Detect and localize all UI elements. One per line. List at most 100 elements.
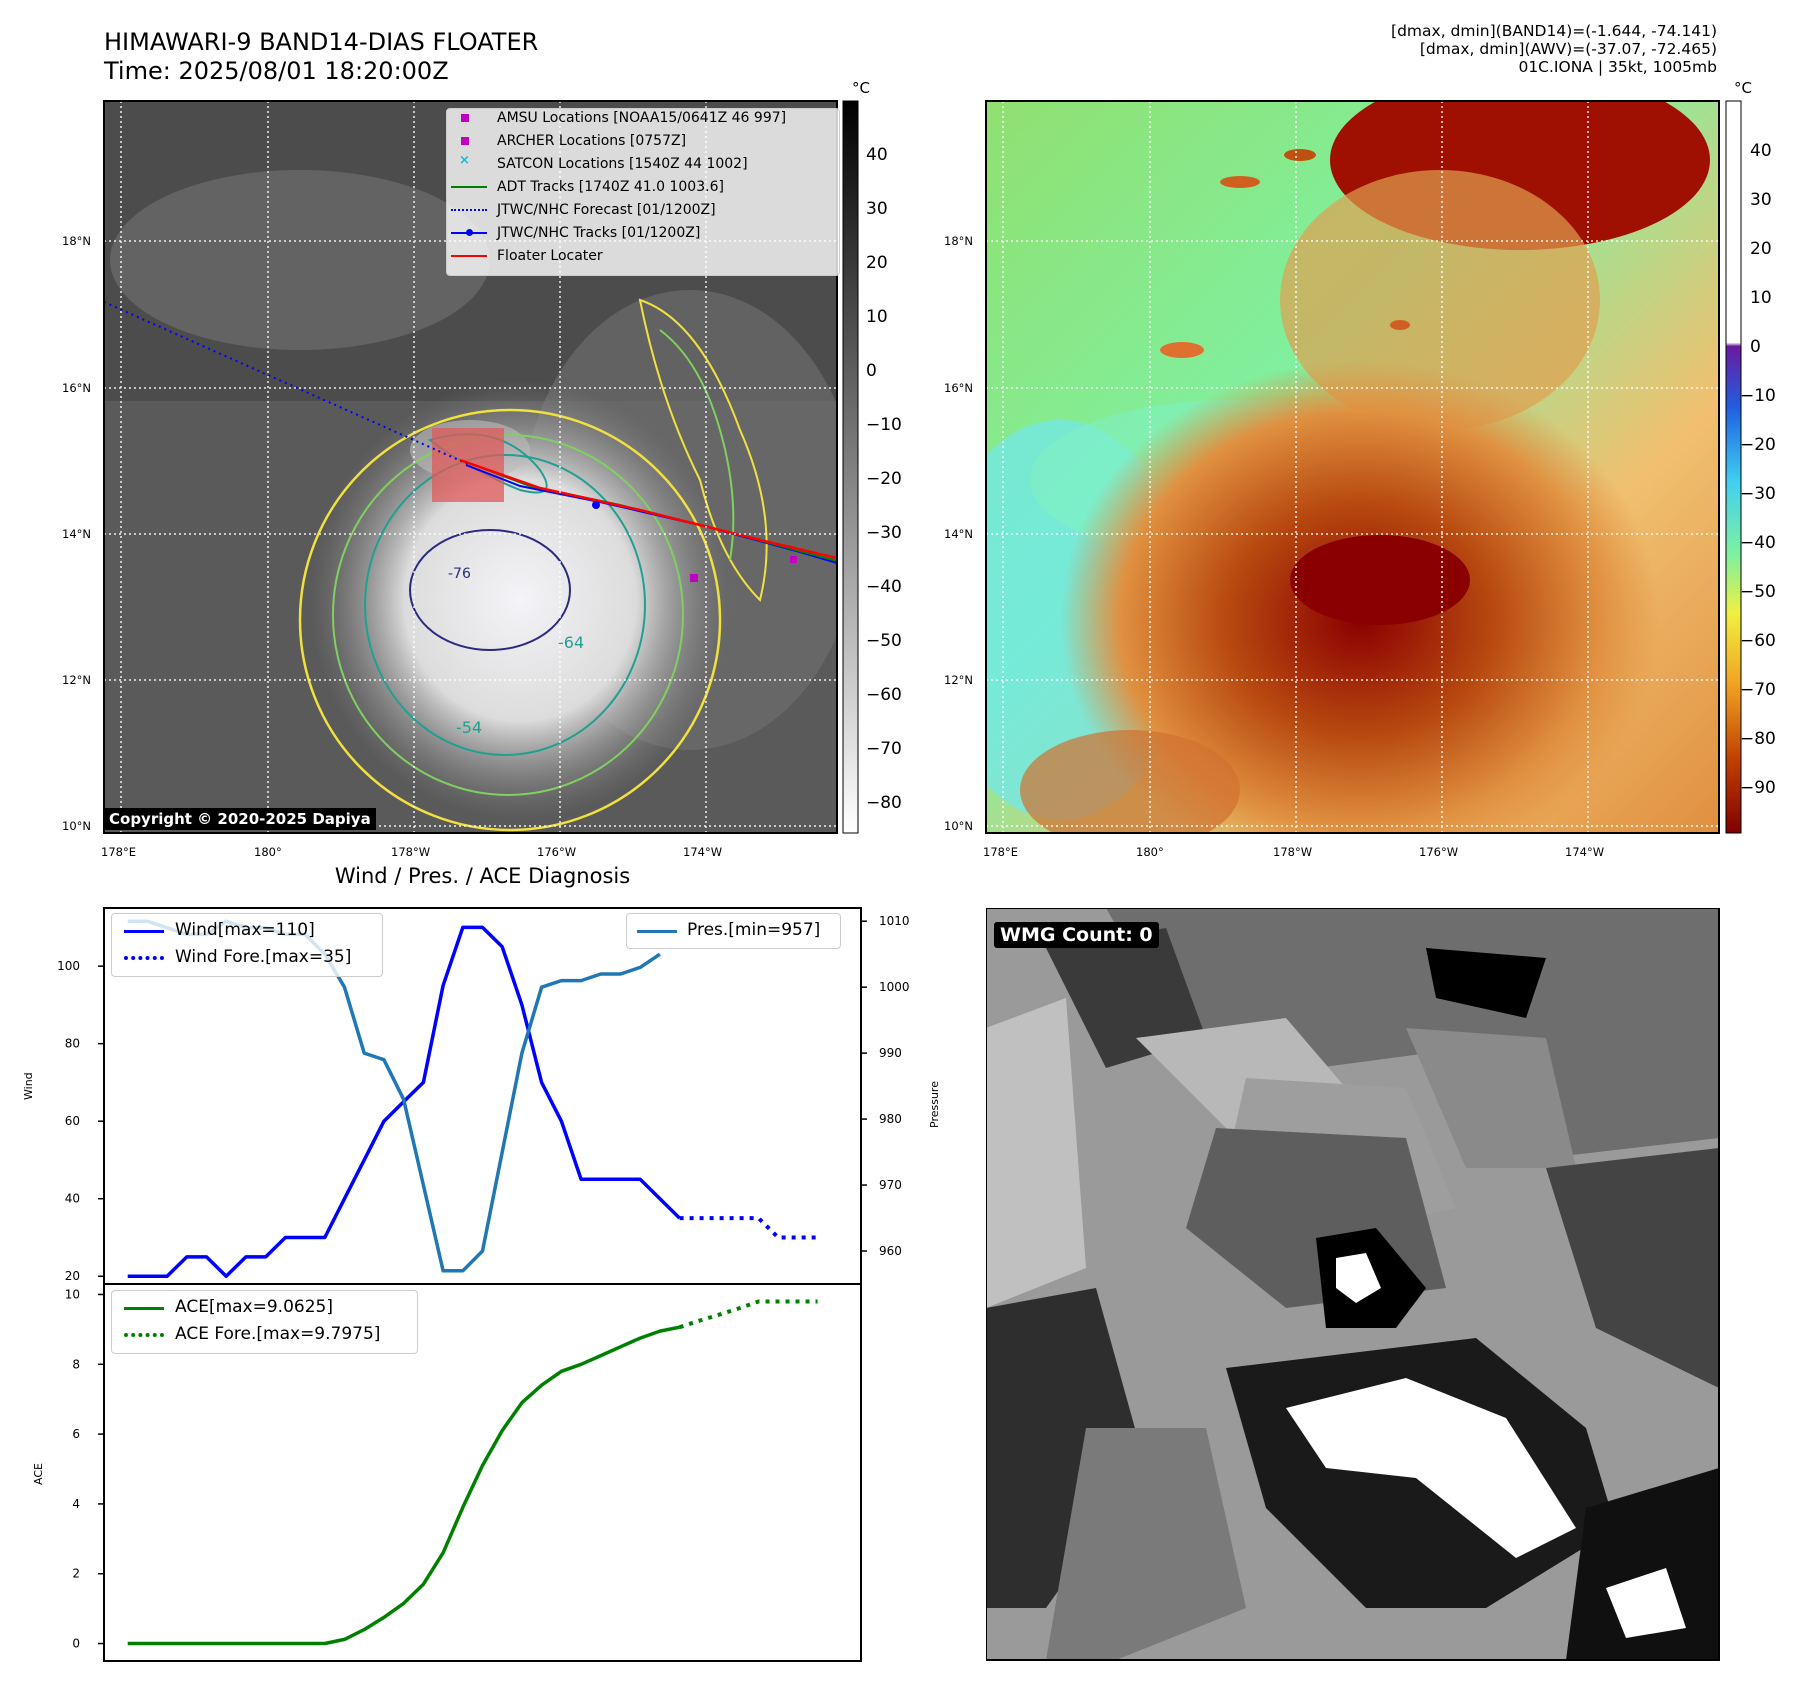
wind-tick-label: 60	[65, 1114, 80, 1128]
ace-fore-line-icon	[124, 1333, 164, 1337]
band14-cb-tick: 0	[866, 361, 877, 381]
band14-colorbar-unit: °C	[852, 79, 870, 97]
ace-forecast-line	[678, 1299, 818, 1330]
band14-cb-tick: −30	[866, 523, 902, 543]
contour-label-76: -76	[448, 566, 471, 582]
ace-legend: ACE[max=9.0625] ACE Fore.[max=9.7975]	[111, 1290, 418, 1354]
awv-cb-tick: −60	[1740, 631, 1776, 651]
legend-archer: ARCHER Locations [0757Z]	[497, 133, 687, 149]
lat-label-12n: 12°N	[62, 673, 91, 687]
lat-label-18n: 18°N	[62, 234, 91, 248]
legend-amsu: AMSU Locations [NOAA15/0641Z 46 997]	[497, 110, 787, 126]
lon-label-174w: 174°W	[683, 845, 723, 859]
diagnosis-title: Wind / Pres. / ACE Diagnosis	[334, 864, 631, 888]
band14-cb-tick: −20	[866, 469, 902, 489]
band14-cb-tick: −80	[866, 793, 902, 813]
adt-line-icon	[451, 186, 487, 188]
pressure-axis-label: Pressure	[928, 1081, 941, 1128]
awv-cb-tick: −90	[1740, 778, 1776, 798]
band14-cb-tick: 10	[866, 307, 888, 327]
wind-tick-label: 20	[65, 1269, 80, 1283]
awv-map-panel	[985, 100, 1742, 834]
awv-cb-tick: 10	[1750, 288, 1772, 308]
awv-imagery	[986, 101, 1719, 833]
awv-cb-tick: 0	[1750, 337, 1761, 357]
figure-title: HIMAWARI-9 BAND14-DIAS FLOATER	[104, 28, 539, 56]
copyright-badge: Copyright © 2020-2025 Dapiya	[104, 808, 376, 830]
ace-tick-label: 8	[72, 1357, 80, 1371]
ace-tick-label: 2	[72, 1567, 80, 1581]
band14-cb-tick: 30	[866, 199, 888, 219]
band14-cb-tick: 20	[866, 253, 888, 273]
lat-label-12n: 12°N	[944, 673, 973, 687]
legend-satcon: SATCON Locations [1540Z 44 1002]	[497, 156, 748, 172]
lon-label-174w: 174°W	[1565, 845, 1605, 859]
awv-colorbar-unit: °C	[1734, 79, 1752, 97]
lat-label-18n: 18°N	[944, 234, 973, 248]
wind-line-icon	[124, 930, 164, 933]
legend-pres: Pres.[min=957]	[687, 920, 821, 940]
pres-legend: Pres.[min=957]	[626, 913, 841, 949]
wind-tick-label: 80	[65, 1037, 80, 1051]
legend-forecast: JTWC/NHC Forecast [01/1200Z]	[497, 202, 716, 218]
lon-label-178e: 178°E	[101, 845, 136, 859]
ace-tick-label: 6	[72, 1427, 80, 1441]
wind-legend: Wind[max=110] Wind Fore.[max=35]	[111, 913, 383, 977]
awv-cb-tick: −70	[1740, 680, 1776, 700]
pres-line-icon	[637, 930, 677, 933]
locater-line-icon	[451, 255, 487, 257]
awv-cb-tick: 30	[1750, 190, 1772, 210]
map-legend: AMSU Locations [NOAA15/0641Z 46 997] ARC…	[446, 108, 840, 276]
legend-tracks: JTWC/NHC Tracks [01/1200Z]	[497, 225, 701, 241]
lon-label-178e: 178°E	[983, 845, 1018, 859]
figure-time: Time: 2025/08/01 18:20:00Z	[104, 57, 449, 85]
legend-ace-fore: ACE Fore.[max=9.7975]	[175, 1324, 381, 1344]
wind-fore-line-icon	[124, 956, 164, 960]
lat-label-14n: 14°N	[62, 527, 91, 541]
wind-axis-label: Wind	[22, 1072, 35, 1100]
band14-cb-tick: −50	[866, 631, 902, 651]
wind-tick-label: 40	[65, 1192, 80, 1206]
awv-colorbar	[1725, 100, 1742, 834]
stats-block: [dmax, dmin](BAND14)=(-1.644, -74.141) […	[1391, 22, 1717, 76]
awv-cb-tick: −20	[1740, 435, 1776, 455]
legend-locater: Floater Locater	[497, 248, 603, 264]
band14-cb-tick: −60	[866, 685, 902, 705]
band14-cb-tick: 40	[866, 145, 888, 165]
lon-label-176w: 176°W	[537, 845, 577, 859]
band14-colorbar	[842, 100, 859, 834]
awv-cb-tick: −80	[1740, 729, 1776, 749]
lat-label-10n: 10°N	[62, 819, 91, 833]
lat-label-10n: 10°N	[944, 819, 973, 833]
awv-cb-tick: −40	[1740, 533, 1776, 553]
pressure-tick-label: 990	[879, 1046, 902, 1060]
wind-forecast-line	[679, 1216, 818, 1240]
ace-tick-label: 0	[72, 1637, 80, 1651]
contour-label-54: -54	[456, 718, 482, 737]
legend-wind-fore: Wind Fore.[max=35]	[175, 947, 352, 967]
ace-tick-label: 10	[65, 1287, 80, 1301]
lon-label-178w: 178°W	[1273, 845, 1313, 859]
awv-cb-tick: 20	[1750, 239, 1772, 259]
amsu-marker-icon	[461, 114, 469, 122]
band14-stats: [dmax, dmin](BAND14)=(-1.644, -74.141)	[1391, 22, 1717, 40]
awv-cb-tick: −30	[1740, 484, 1776, 504]
ace-line-icon	[124, 1307, 164, 1310]
wind-tick-label: 100	[57, 959, 80, 973]
lat-label-14n: 14°N	[944, 527, 973, 541]
forecast-line-icon	[451, 209, 487, 211]
archer-marker-icon	[461, 137, 469, 145]
legend-adt: ADT Tracks [1740Z 41.0 1003.6]	[497, 179, 724, 195]
pressure-tick-label: 1000	[879, 980, 910, 994]
lon-label-176w: 176°W	[1419, 845, 1459, 859]
pressure-tick-label: 1010	[879, 914, 910, 928]
awv-cb-tick: 40	[1750, 141, 1772, 161]
legend-wind: Wind[max=110]	[175, 920, 315, 940]
lon-label-180: 180°	[1136, 845, 1164, 859]
band14-cb-tick: −10	[866, 415, 902, 435]
ace-line	[127, 1325, 680, 1646]
tracks-dot-icon	[466, 229, 473, 236]
ace-axis-label: ACE	[32, 1463, 45, 1485]
pressure-tick-label: 960	[879, 1244, 902, 1258]
storm-info: 01C.IONA | 35kt, 1005mb	[1518, 58, 1717, 76]
